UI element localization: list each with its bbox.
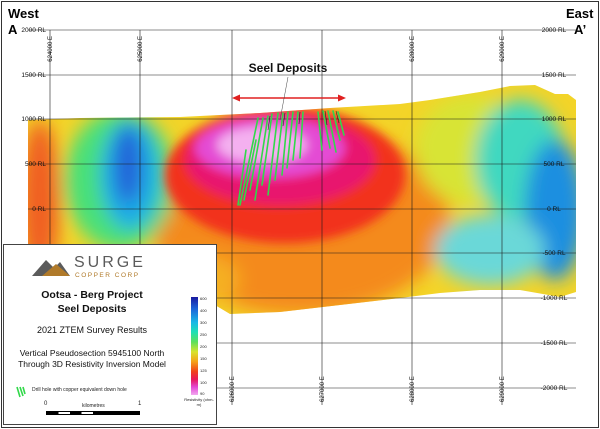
- east-label: East: [566, 6, 594, 21]
- resistivity-colorbar: 600 400 300 250 200 150 125 100 90 Resis…: [184, 293, 214, 423]
- right-rl-label: 0 RL: [547, 206, 561, 213]
- easting-label: 628000 E: [410, 376, 416, 402]
- drill-hole-legend-text: Drill hole with copper equivalent down h…: [32, 387, 127, 393]
- right-rl-label: 1000 RL: [542, 116, 567, 123]
- west-label: West: [8, 6, 39, 21]
- scale-units-label: kilometres: [82, 403, 105, 409]
- colorbar-tick: 250: [200, 332, 207, 337]
- easting-label: 624000 E: [48, 36, 54, 62]
- colorbar-gradient: [191, 297, 198, 395]
- drill-hole-legend: Drill hole with copper equivalent down h…: [14, 385, 184, 398]
- bottom-easting-labels: 626000 E 627000 E 628000 E 629000 E: [230, 376, 506, 402]
- colorbar-tick: 100: [200, 380, 207, 385]
- colorbar-tick: 300: [200, 320, 207, 325]
- colorbar-tick: 90: [200, 391, 205, 396]
- easting-label: 625000 E: [138, 36, 144, 62]
- legend-panel: SURGE COPPER CORP Ootsa - Berg Project S…: [3, 244, 217, 425]
- brand-name: SURGE: [74, 254, 146, 271]
- colorbar-tick: 600: [200, 296, 207, 301]
- section-end-label: A’: [574, 22, 587, 37]
- easting-label: 629000 E: [500, 36, 506, 62]
- right-rl-label: 2000 RL: [542, 27, 567, 34]
- left-rl-label: 1000 RL: [21, 116, 46, 123]
- grid-lines: [28, 29, 576, 405]
- deposit-title: Seel Deposits: [57, 303, 127, 315]
- easting-label: 626000 E: [230, 376, 236, 402]
- scale-bar-graphic: [46, 411, 140, 415]
- right-rl-label: -1500 RL: [541, 340, 568, 347]
- section-start-label: A: [8, 22, 18, 37]
- colorbar-tick: 150: [200, 356, 207, 361]
- right-elevation-labels: 2000 RL 1500 RL 1000 RL 500 RL 0 RL -500…: [541, 27, 568, 392]
- brand-subtitle: COPPER CORP: [75, 272, 140, 279]
- easting-label: 629000 E: [500, 376, 506, 402]
- easting-label: 628000 E: [410, 36, 416, 62]
- colorbar-tick: 125: [200, 368, 207, 373]
- scale-start-label: 0: [44, 401, 48, 407]
- right-rl-label: 500 RL: [544, 161, 565, 168]
- top-easting-labels: 624000 E 625000 E 628000 E 629000 E: [48, 36, 506, 62]
- drill-collars: [267, 110, 340, 131]
- drill-holes: [237, 110, 345, 206]
- colorbar-label: Resistivity (ohm-m): [184, 397, 214, 407]
- colorbar-tick: 200: [200, 344, 207, 349]
- left-rl-label: 2000 RL: [21, 27, 46, 34]
- left-rl-label: 0 RL: [32, 206, 46, 213]
- mountain-logo-icon: [32, 260, 70, 276]
- scale-end-label: 1: [138, 401, 142, 407]
- left-elevation-labels: 2000 RL 1500 RL 1000 RL 500 RL 0 RL: [21, 27, 46, 213]
- scale-bar: 0 kilometres 1: [40, 401, 150, 423]
- left-rl-label: 1500 RL: [21, 72, 46, 79]
- right-rl-label: 1500 RL: [542, 72, 567, 79]
- seel-deposits-annotation: Seel Deposits: [249, 61, 328, 75]
- drill-hole-symbol-icon: [16, 386, 26, 398]
- left-rl-label: 500 RL: [25, 161, 46, 168]
- survey-title: 2021 ZTEM Survey Results: [36, 325, 148, 335]
- section-description-line2: Through 3D Resistivity Inversion Model: [18, 359, 166, 369]
- deposit-extent-arrow: [232, 76, 346, 121]
- colorbar-tick: 400: [200, 308, 207, 313]
- right-rl-label: -500 RL: [542, 250, 566, 257]
- right-rl-label: -2000 RL: [541, 385, 568, 392]
- easting-label: 627000 E: [320, 376, 326, 402]
- company-logo: [32, 252, 172, 280]
- project-title: Ootsa - Berg Project: [41, 289, 143, 301]
- section-description-line1: Vertical Pseudosection 5945100 North: [19, 348, 165, 358]
- right-rl-label: -1000 RL: [541, 295, 568, 302]
